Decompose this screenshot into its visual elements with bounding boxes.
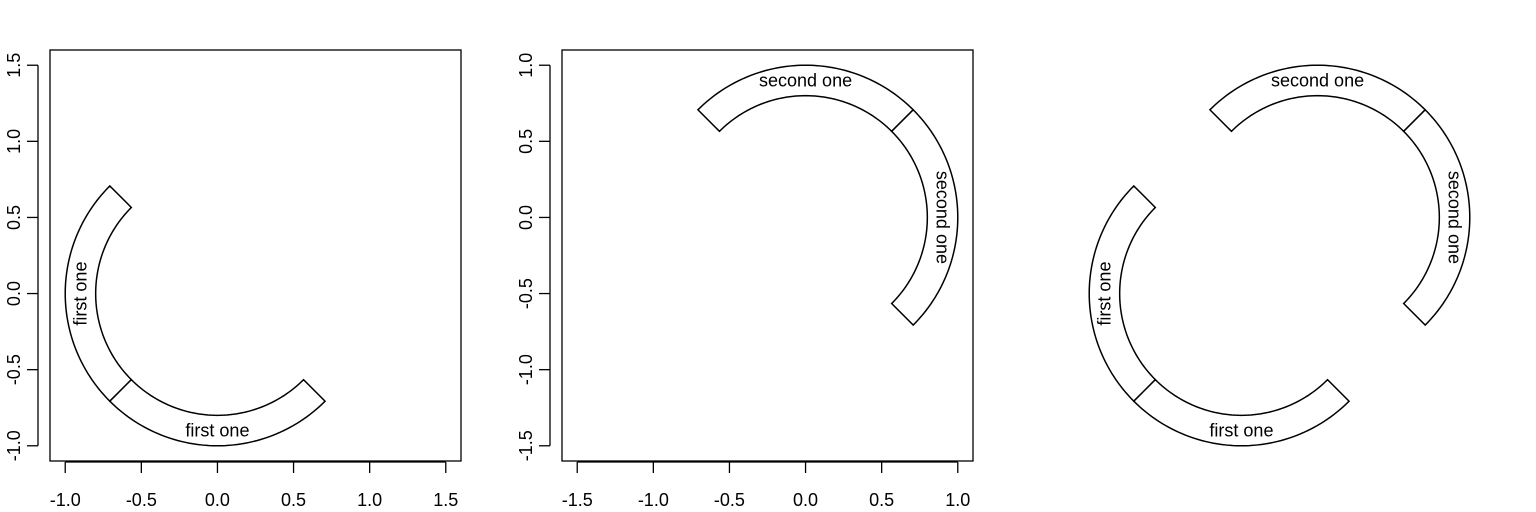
y-tick-label: 1.0: [4, 129, 24, 154]
x-tick-label: 0.0: [793, 490, 818, 510]
y-tick-label: -1.0: [516, 354, 536, 385]
plot-frame: [561, 49, 974, 462]
y-tick-label: -0.5: [516, 278, 536, 309]
y-tick-label: 0.0: [4, 281, 24, 306]
sector-4: [1402, 108, 1471, 327]
panel-2: -1.5 -1.0 -0.5 0.0 0.5 1.0 -1.5 -1.0 -0.5 0.0 0.5 1…: [516, 49, 974, 510]
sector-2: [1132, 378, 1351, 447]
sector-2: [890, 108, 959, 327]
y-tick-label: 1.0: [516, 53, 536, 78]
sector-label: second one: [1271, 70, 1364, 90]
panel-1: -1.0 -0.5 0.0 0.5 1.0 1.5 -1.0 -0.5 0.0 0.5 1.0 1.5…: [4, 49, 462, 510]
sector-label: second one: [933, 171, 953, 264]
sector-label: first one: [1209, 421, 1273, 441]
sector-label: second one: [759, 70, 852, 90]
y-tick-label: -1.0: [4, 430, 24, 461]
y-tick-label: -1.5: [516, 430, 536, 461]
x-tick-label: -1.5: [562, 490, 593, 510]
sector-label: second one: [1445, 171, 1465, 264]
x-tick-label: 1.5: [433, 490, 458, 510]
y-tick-label: 0.5: [4, 205, 24, 230]
y-tick-label: 0.5: [516, 129, 536, 154]
sector-3: [1208, 64, 1427, 133]
x-tick-label: 0.5: [281, 490, 306, 510]
x-tick-label: -0.5: [714, 490, 745, 510]
plot-frame: [49, 49, 462, 462]
sector-label: first one: [70, 262, 90, 326]
x-tick-label: 1.0: [357, 490, 382, 510]
sector-label: first one: [1094, 262, 1114, 326]
sector-label: first one: [185, 421, 249, 441]
panel-3: first one first one second one second one: [1088, 64, 1471, 447]
x-tick-label: -0.5: [126, 490, 157, 510]
x-tick-label: -1.0: [638, 490, 669, 510]
sector-2: [108, 378, 327, 447]
x-tick-label: 0.0: [205, 490, 230, 510]
y-tick-label: -0.5: [4, 354, 24, 385]
x-tick-label: -1.0: [50, 490, 81, 510]
y-tick-label: 1.5: [4, 53, 24, 78]
sector-1: [696, 64, 915, 133]
x-tick-label: 1.0: [945, 490, 970, 510]
y-tick-label: 0.0: [516, 205, 536, 230]
x-tick-label: 0.5: [869, 490, 894, 510]
